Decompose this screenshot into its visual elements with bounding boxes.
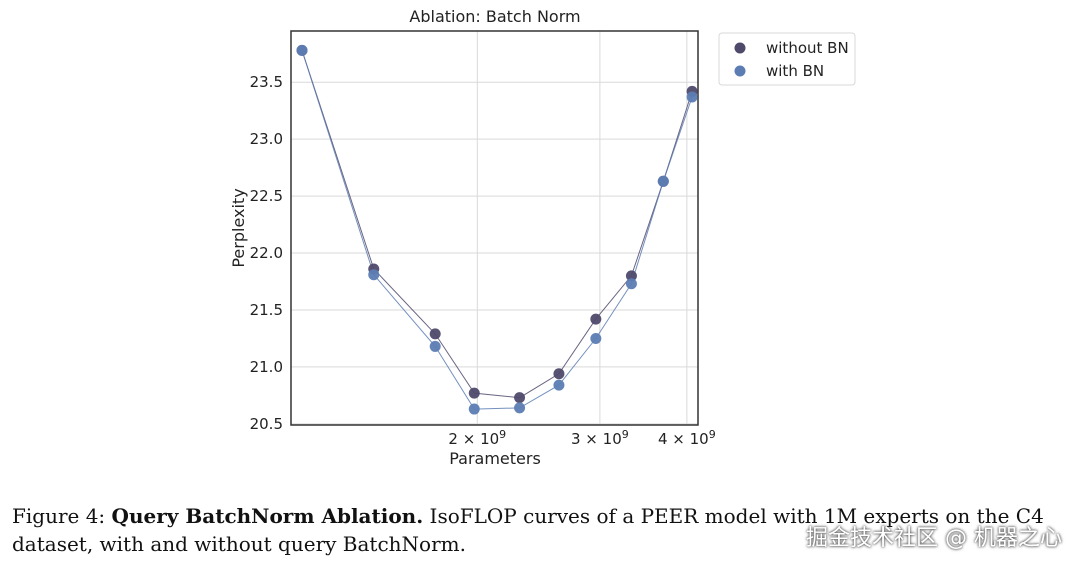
caption-text: IsoFLOP curves of a PEER model with 1M e…: [12, 504, 1044, 556]
data-point-with-bn: [686, 91, 698, 103]
grid: [291, 31, 698, 425]
y-axis-label: Perplexity: [229, 188, 248, 267]
chart: Ablation: Batch Norm 20.5 21.0 21.5 22.0 22.…: [229, 7, 856, 468]
x-tick-label: 4 × 109: [658, 428, 716, 448]
data-point-without-bn: [429, 328, 441, 340]
data-point-with-bn: [657, 175, 669, 187]
data-point-with-bn: [625, 278, 637, 290]
chart-title: Ablation: Batch Norm: [409, 7, 580, 26]
x-axis-label: Parameters: [449, 449, 541, 468]
legend-label-without-bn: without BN: [766, 39, 849, 57]
data-point-with-bn: [514, 402, 526, 414]
y-tick-label: 23.0: [250, 130, 283, 148]
legend-box: [718, 32, 856, 86]
data-point-with-bn: [368, 269, 380, 281]
series-line-1: [301, 50, 693, 410]
y-tick-label: 21.5: [250, 301, 283, 319]
series-line-0: [301, 50, 693, 399]
tick-labels: 20.5 21.0 21.5 22.0 22.5 23.0 23.5 2 × 109 3 × 1…: [250, 73, 716, 448]
data-point-without-bn: [514, 392, 526, 404]
y-tick-label: 23.5: [250, 73, 283, 91]
y-tick-label: 22.0: [250, 244, 283, 262]
legend: without BN with BN: [718, 32, 856, 86]
caption-prefix: Figure 4:: [12, 504, 112, 528]
data-point-with-bn: [296, 44, 308, 56]
data-point-with-bn: [429, 340, 441, 352]
data-point-without-bn: [590, 313, 602, 325]
watermark: 掘金技术社区 @ 机器之心: [806, 526, 1062, 551]
data-point-without-bn: [468, 387, 480, 399]
y-tick-label: 22.5: [250, 187, 283, 205]
data-point-with-bn: [553, 379, 565, 391]
data-point-without-bn: [625, 270, 637, 282]
plot-frame: [290, 30, 699, 426]
y-tick-label: 21.0: [250, 358, 283, 376]
figure-caption: Figure 4: Query BatchNorm Ablation. IsoF…: [12, 502, 1078, 558]
legend-label-with-bn: with BN: [766, 62, 824, 80]
x-tick-label: 2 × 109: [448, 428, 506, 448]
data-point-without-bn: [553, 368, 565, 380]
data-point-with-bn: [590, 332, 602, 344]
legend-marker-without-bn: [734, 42, 746, 54]
legend-marker-with-bn: [734, 65, 746, 77]
y-tick-label: 20.5: [250, 415, 283, 433]
data-point-with-bn: [468, 403, 480, 415]
series-layer: [296, 44, 698, 415]
caption-bold: Query BatchNorm Ablation.: [111, 504, 424, 528]
x-tick-label: 3 × 109: [571, 428, 629, 448]
